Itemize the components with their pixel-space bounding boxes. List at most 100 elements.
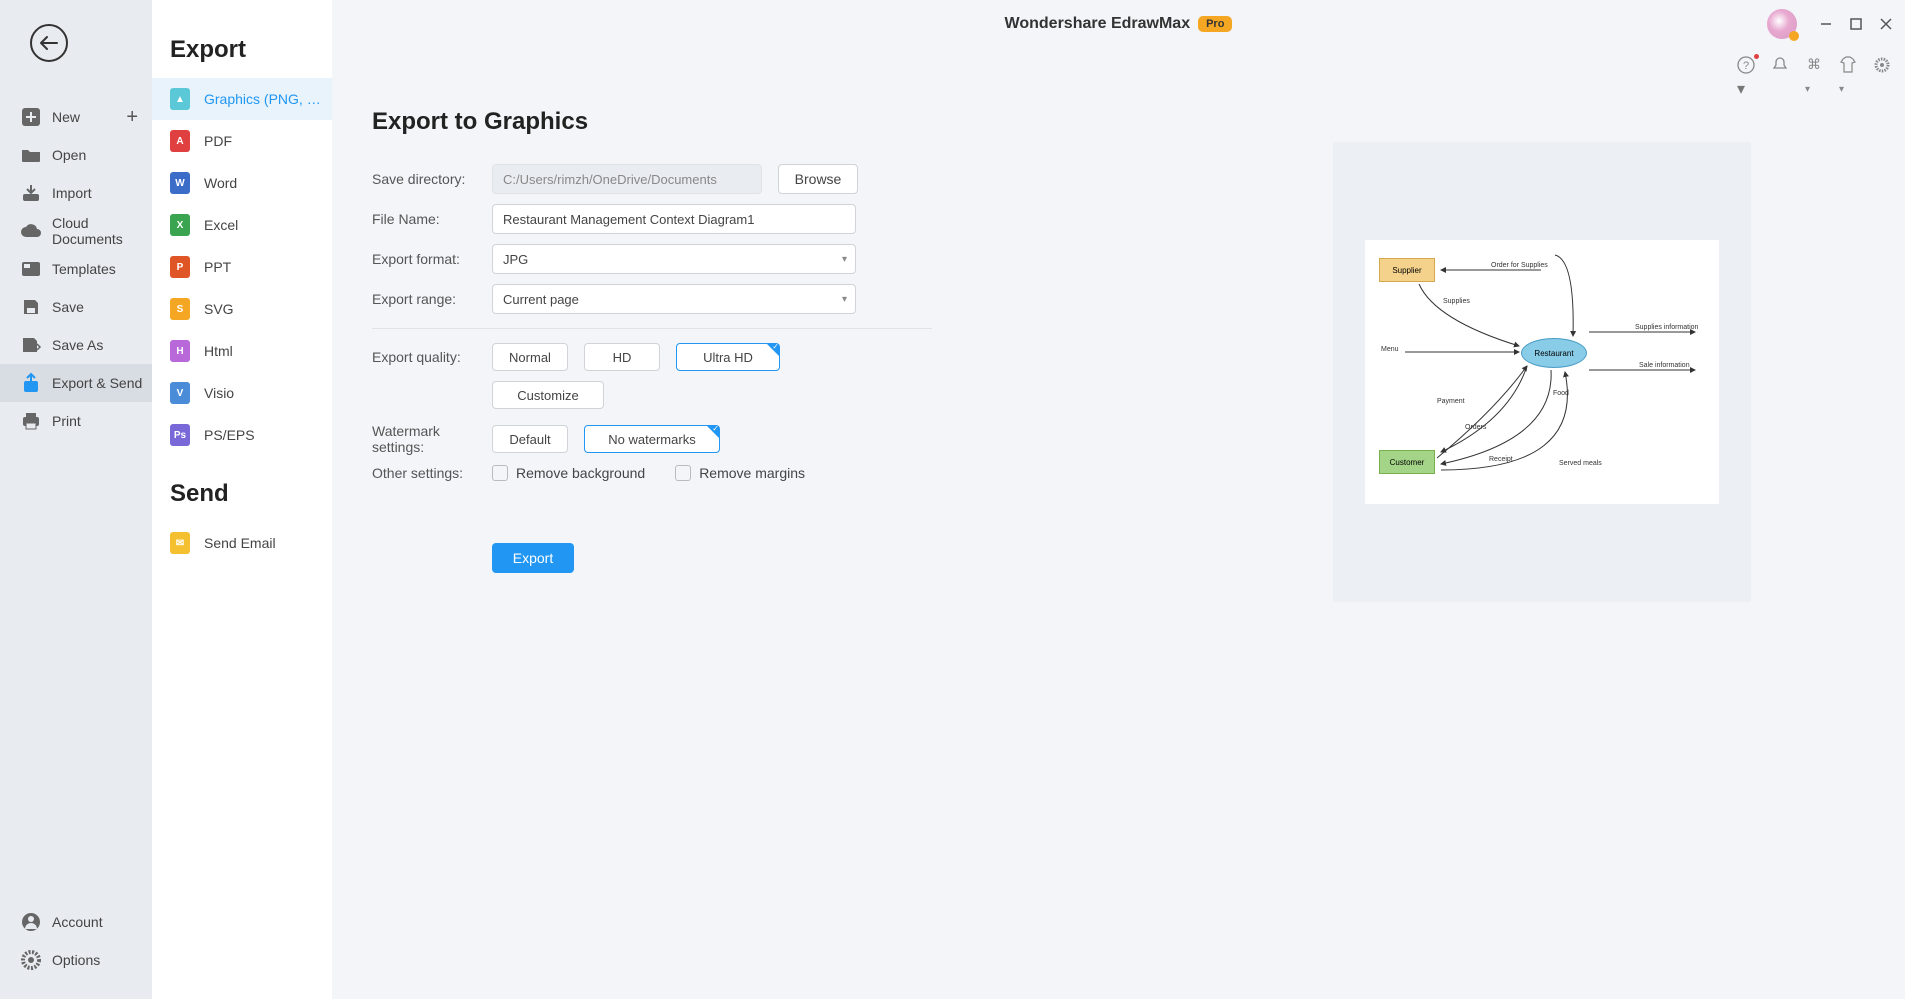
- format-label: PPT: [204, 259, 231, 275]
- plus-icon[interactable]: +: [126, 106, 138, 129]
- watermark-none[interactable]: No watermarks: [584, 425, 720, 453]
- edge-label: Supplies information: [1635, 324, 1698, 331]
- sidebar-item-new[interactable]: New +: [0, 98, 152, 136]
- checkbox-icon: [492, 465, 508, 481]
- format-item-word[interactable]: W Word: [152, 162, 332, 204]
- sidebar-item-account[interactable]: Account: [0, 903, 152, 941]
- format-item-ppt[interactable]: P PPT: [152, 246, 332, 288]
- sidebar-item-cloud[interactable]: Cloud Documents: [0, 212, 152, 250]
- sidebar-label: Save As: [52, 337, 103, 353]
- header-toolbar: ?▾ ⌘▾ ▾: [1737, 56, 1891, 74]
- help-icon[interactable]: ?▾: [1737, 56, 1755, 74]
- titlebar: Wondershare EdrawMax Pro: [332, 0, 1905, 48]
- preview-panel: Supplier Restaurant Customer Order for S…: [1333, 142, 1751, 602]
- settings-icon[interactable]: [1873, 56, 1891, 74]
- filename-input[interactable]: [492, 204, 856, 234]
- folder-icon: [20, 144, 42, 166]
- format-item-pdf[interactable]: A PDF: [152, 120, 332, 162]
- form-heading: Export to Graphics: [372, 108, 932, 136]
- print-icon: [20, 410, 42, 432]
- sidebar-item-options[interactable]: Options: [0, 941, 152, 979]
- export-icon: [20, 372, 42, 394]
- cloud-icon: [20, 220, 42, 242]
- edge-label: Supplies: [1443, 298, 1470, 305]
- format-item-graphics[interactable]: ▲ Graphics (PNG, JPG et...: [152, 78, 332, 120]
- shirt-icon[interactable]: ▾: [1839, 56, 1857, 74]
- svg-icon: S: [170, 298, 190, 320]
- sidebar-label: Save: [52, 299, 84, 315]
- sidebar-item-saveas[interactable]: Save As: [0, 326, 152, 364]
- send-item-email[interactable]: ✉ Send Email: [152, 522, 332, 564]
- sidebar-item-import[interactable]: Import: [0, 174, 152, 212]
- checkbox-icon: [675, 465, 691, 481]
- format-label: Word: [204, 175, 237, 191]
- save-dir-input: [492, 164, 762, 194]
- format-label: Excel: [204, 217, 238, 233]
- format-item-visio[interactable]: V Visio: [152, 372, 332, 414]
- html-icon: H: [170, 340, 190, 362]
- plus-square-icon: [20, 106, 42, 128]
- remove-margins-check[interactable]: Remove margins: [675, 465, 805, 481]
- ppt-icon: P: [170, 256, 190, 278]
- email-icon: ✉: [170, 532, 190, 554]
- edge-label: Receipt: [1489, 456, 1513, 463]
- divider: [372, 328, 932, 329]
- sidebar-item-print[interactable]: Print: [0, 402, 152, 440]
- format-item-html[interactable]: H Html: [152, 330, 332, 372]
- diagram-preview: Supplier Restaurant Customer Order for S…: [1365, 240, 1719, 504]
- svg-text:⌘: ⌘: [1807, 56, 1821, 72]
- sidebar-label: Import: [52, 185, 92, 201]
- format-label: Visio: [204, 385, 234, 401]
- visio-icon: V: [170, 382, 190, 404]
- edge-label: Sale information: [1639, 362, 1690, 369]
- export-button[interactable]: Export: [492, 543, 574, 573]
- browse-button[interactable]: Browse: [778, 164, 858, 194]
- gear-icon: [20, 949, 42, 971]
- watermark-default[interactable]: Default: [492, 425, 568, 453]
- export-form: Export to Graphics Save directory: Brows…: [372, 108, 932, 573]
- sidebar-item-open[interactable]: Open: [0, 136, 152, 174]
- remove-bg-check[interactable]: Remove background: [492, 465, 645, 481]
- sidebar-item-save[interactable]: Save: [0, 288, 152, 326]
- quality-hd[interactable]: HD: [584, 343, 660, 371]
- word-icon: W: [170, 172, 190, 194]
- minimize-button[interactable]: [1819, 17, 1833, 31]
- range-label: Export range:: [372, 291, 492, 307]
- shortcut-icon[interactable]: ⌘▾: [1805, 56, 1823, 74]
- pro-badge: Pro: [1198, 16, 1232, 32]
- graphics-icon: ▲: [170, 88, 190, 110]
- sidebar-label: Open: [52, 147, 86, 163]
- sidebar-item-export[interactable]: Export & Send: [0, 364, 152, 402]
- maximize-button[interactable]: [1849, 17, 1863, 31]
- sidebar-item-templates[interactable]: Templates: [0, 250, 152, 288]
- sidebar-label: Options: [52, 952, 100, 968]
- quality-normal[interactable]: Normal: [492, 343, 568, 371]
- arrow-left-icon: [40, 36, 58, 50]
- close-button[interactable]: [1879, 17, 1893, 31]
- format-item-excel[interactable]: X Excel: [152, 204, 332, 246]
- download-icon: [20, 182, 42, 204]
- format-item-pseps[interactable]: Ps PS/EPS: [152, 414, 332, 456]
- back-button[interactable]: [30, 24, 68, 62]
- file-menu-sidebar: New + Open Import Cloud Documents Templa…: [0, 0, 152, 999]
- customize-button[interactable]: Customize: [492, 381, 604, 409]
- format-select[interactable]: JPG: [492, 244, 856, 274]
- format-label: PDF: [204, 133, 232, 149]
- edge-label: Orders: [1465, 424, 1486, 431]
- quality-ultra[interactable]: Ultra HD: [676, 343, 780, 371]
- filename-label: File Name:: [372, 211, 492, 227]
- format-label: Graphics (PNG, JPG et...: [204, 91, 324, 107]
- user-avatar[interactable]: [1767, 9, 1797, 39]
- quality-label: Export quality:: [372, 349, 492, 365]
- range-select[interactable]: Current page: [492, 284, 856, 314]
- edge-label: Menu: [1381, 346, 1399, 353]
- format-label: Html: [204, 343, 233, 359]
- app-title: Wondershare EdrawMax: [1005, 15, 1191, 33]
- sidebar-label: Print: [52, 413, 81, 429]
- sidebar-label: Account: [52, 914, 103, 930]
- save-dir-label: Save directory:: [372, 171, 492, 187]
- bell-icon[interactable]: [1771, 56, 1789, 74]
- excel-icon: X: [170, 214, 190, 236]
- format-item-svg[interactable]: S SVG: [152, 288, 332, 330]
- send-label: Send Email: [204, 535, 276, 551]
